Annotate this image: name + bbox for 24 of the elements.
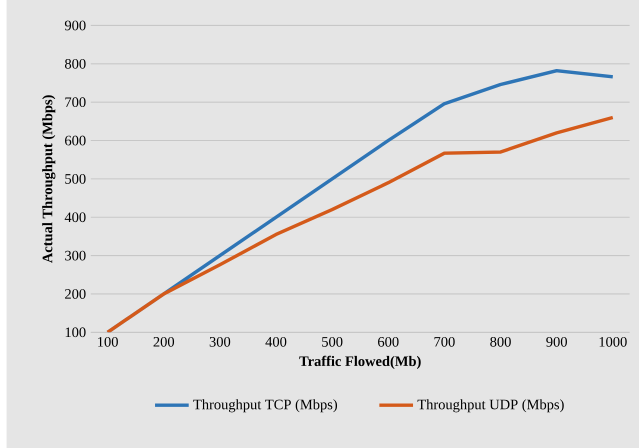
y-tick-label: 700 [65, 97, 86, 107]
y-tick-label: 100 [66, 327, 86, 338]
x-axis-title: Traffic Flowed(Mb) [299, 356, 421, 369]
x-tick-label: 1000 [600, 336, 627, 347]
y-tick-label: 400 [64, 212, 86, 222]
x-tick-label: 600 [378, 336, 399, 347]
y-tick-label: 600 [65, 136, 86, 146]
x-tick-label: 200 [154, 336, 174, 347]
x-tick-label: 700 [434, 336, 455, 347]
y-axis-title: Actual Throughput (Mbps) [42, 95, 56, 263]
x-tick-label: 900 [546, 336, 567, 347]
y-tick-label: 900 [64, 20, 86, 30]
y-tick-label: 800 [64, 58, 86, 69]
y-tick-label: 300 [65, 250, 86, 260]
x-tick-label: 100 [98, 336, 118, 347]
x-tick-label: 300 [210, 336, 230, 347]
y-tick-label: 200 [65, 288, 86, 299]
legend-label: Throughput TCP (Mbps) [193, 399, 338, 412]
y-tick-label: 500 [65, 174, 86, 184]
x-tick-label: 800 [490, 336, 511, 347]
legend-label: Throughput UDP (Mbps) [418, 399, 564, 412]
line-series [106, 116, 615, 332]
x-tick-label: 400 [265, 336, 286, 347]
x-tick-label: 500 [322, 336, 342, 347]
